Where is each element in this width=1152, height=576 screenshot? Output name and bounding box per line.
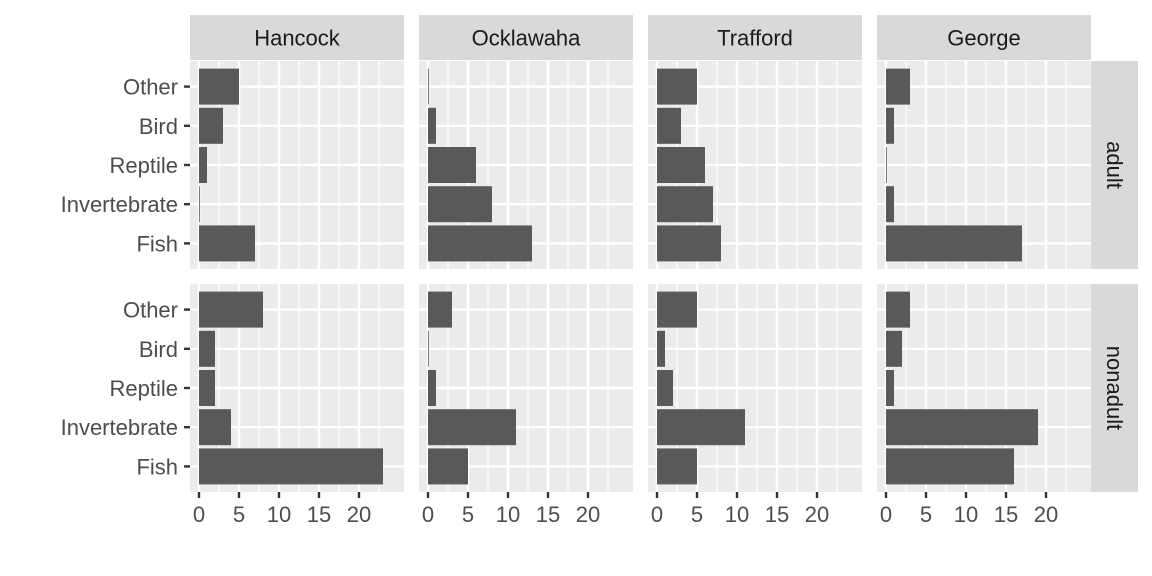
bar-ocklawaha-nonadult-fish bbox=[428, 448, 468, 485]
bar-trafford-adult-fish bbox=[657, 225, 721, 262]
strip-label-george: George bbox=[947, 26, 1020, 51]
bar-george-nonadult-reptile bbox=[886, 370, 894, 406]
strip-ocklawaha bbox=[419, 15, 633, 60]
y-tick-label-adult-reptile: Reptile bbox=[110, 153, 178, 178]
bar-hancock-nonadult-reptile bbox=[199, 370, 215, 406]
x-tick-label-ocklawaha-10: 10 bbox=[496, 502, 520, 527]
bar-trafford-nonadult-invertebrate bbox=[657, 409, 745, 446]
bar-george-nonadult-other bbox=[886, 291, 910, 328]
x-tick-label-george-0: 0 bbox=[880, 502, 892, 527]
bar-trafford-adult-invertebrate bbox=[657, 186, 713, 223]
x-tick-label-ocklawaha-20: 20 bbox=[576, 502, 600, 527]
y-tick-label-adult-bird: Bird bbox=[139, 114, 178, 139]
bar-george-nonadult-bird bbox=[886, 330, 902, 367]
bar-ocklawaha-adult-invertebrate bbox=[428, 186, 492, 223]
bar-hancock-adult-other bbox=[199, 68, 239, 105]
strip-label-nonadult: nonadult bbox=[1102, 346, 1127, 430]
x-tick-label-george-20: 20 bbox=[1034, 502, 1058, 527]
strip-label-ocklawaha: Ocklawaha bbox=[472, 26, 582, 51]
x-tick-label-trafford-0: 0 bbox=[651, 502, 663, 527]
y-tick-label-nonadult-invertebrate: Invertebrate bbox=[61, 415, 178, 440]
bar-george-adult-bird bbox=[886, 107, 894, 144]
x-tick-label-hancock-15: 15 bbox=[307, 502, 331, 527]
bar-ocklawaha-nonadult-invertebrate bbox=[428, 409, 516, 446]
x-tick-label-hancock-5: 5 bbox=[233, 502, 245, 527]
x-tick-label-hancock-20: 20 bbox=[347, 502, 371, 527]
x-tick-label-hancock-0: 0 bbox=[193, 502, 205, 527]
bar-trafford-adult-other bbox=[657, 68, 697, 105]
x-tick-label-ocklawaha-15: 15 bbox=[536, 502, 560, 527]
strip-label-trafford: Trafford bbox=[717, 26, 793, 51]
strip-adult bbox=[1091, 61, 1138, 269]
bar-hancock-nonadult-invertebrate bbox=[199, 409, 231, 446]
x-tick-label-trafford-20: 20 bbox=[805, 502, 829, 527]
x-tick-label-ocklawaha-0: 0 bbox=[422, 502, 434, 527]
y-tick-label-adult-fish: Fish bbox=[136, 231, 178, 256]
bar-hancock-adult-invertebrate bbox=[199, 186, 200, 223]
strip-label-hancock: Hancock bbox=[254, 26, 341, 51]
bar-trafford-nonadult-bird bbox=[657, 330, 665, 367]
bar-hancock-adult-bird bbox=[199, 107, 223, 144]
bar-ocklawaha-nonadult-reptile bbox=[428, 370, 436, 406]
bar-george-nonadult-invertebrate bbox=[886, 409, 1038, 446]
strip-nonadult bbox=[1091, 284, 1138, 492]
bar-hancock-nonadult-fish bbox=[199, 448, 383, 485]
bar-ocklawaha-nonadult-other bbox=[428, 291, 452, 328]
y-tick-label-adult-other: Other bbox=[123, 75, 178, 100]
y-tick-label-nonadult-bird: Bird bbox=[139, 337, 178, 362]
bar-trafford-adult-bird bbox=[657, 107, 681, 144]
x-tick-label-trafford-5: 5 bbox=[691, 502, 703, 527]
bar-trafford-nonadult-other bbox=[657, 291, 697, 328]
x-tick-label-george-15: 15 bbox=[994, 502, 1018, 527]
y-tick-label-nonadult-reptile: Reptile bbox=[110, 376, 178, 401]
x-tick-label-hancock-10: 10 bbox=[267, 502, 291, 527]
x-tick-label-trafford-10: 10 bbox=[725, 502, 749, 527]
bar-ocklawaha-adult-reptile bbox=[428, 147, 476, 183]
x-tick-label-ocklawaha-5: 5 bbox=[462, 502, 474, 527]
bar-george-adult-reptile bbox=[886, 147, 887, 183]
strip-george bbox=[877, 15, 1091, 60]
bar-trafford-nonadult-fish bbox=[657, 448, 697, 485]
strip-trafford bbox=[648, 15, 862, 60]
strip-hancock bbox=[190, 15, 404, 60]
bar-ocklawaha-adult-other bbox=[428, 68, 429, 105]
x-tick-label-george-5: 5 bbox=[920, 502, 932, 527]
y-tick-label-nonadult-fish: Fish bbox=[136, 454, 178, 479]
bar-ocklawaha-adult-fish bbox=[428, 225, 532, 262]
bar-trafford-nonadult-reptile bbox=[657, 370, 673, 406]
bar-hancock-adult-reptile bbox=[199, 147, 207, 183]
bar-ocklawaha-nonadult-bird bbox=[428, 330, 429, 367]
bar-george-adult-invertebrate bbox=[886, 186, 894, 223]
bar-ocklawaha-adult-bird bbox=[428, 107, 436, 144]
y-tick-label-adult-invertebrate: Invertebrate bbox=[61, 192, 178, 217]
bar-hancock-adult-fish bbox=[199, 225, 255, 262]
bar-hancock-nonadult-bird bbox=[199, 330, 215, 367]
x-tick-label-trafford-15: 15 bbox=[765, 502, 789, 527]
bar-trafford-adult-reptile bbox=[657, 147, 705, 183]
bar-george-adult-fish bbox=[886, 225, 1022, 262]
bar-hancock-nonadult-other bbox=[199, 291, 263, 328]
bar-george-adult-other bbox=[886, 68, 910, 105]
strip-label-adult: adult bbox=[1102, 141, 1127, 189]
y-tick-label-nonadult-other: Other bbox=[123, 298, 178, 323]
bar-george-nonadult-fish bbox=[886, 448, 1014, 485]
x-tick-label-george-10: 10 bbox=[954, 502, 978, 527]
